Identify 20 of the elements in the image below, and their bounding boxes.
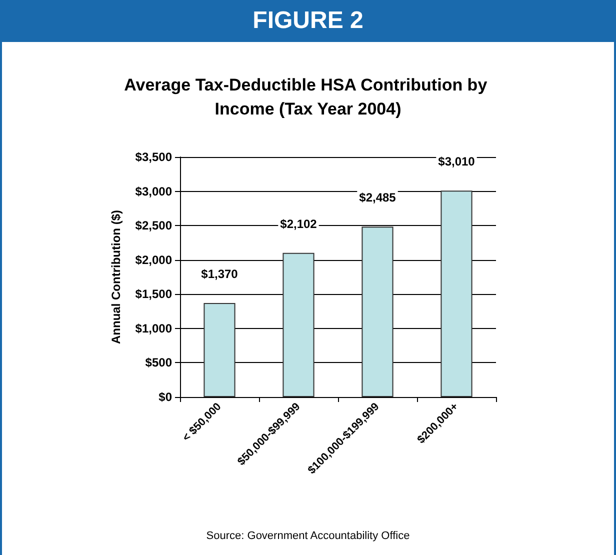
y-tick-label: $2,500 <box>135 218 172 233</box>
bar <box>204 303 236 397</box>
data-label: $3,010 <box>438 154 476 169</box>
y-tick-label: $1,000 <box>135 321 172 336</box>
chart-title: Average Tax-Deductible HSA Contribution by Income (Tax Year 2004) <box>124 76 492 118</box>
bar <box>440 190 472 397</box>
y-tick-label: $2,000 <box>135 252 172 267</box>
y-tick-label: $0 <box>158 390 172 404</box>
y-tick-label: $1,500 <box>135 287 172 302</box>
data-label: $2,485 <box>359 190 396 205</box>
bar <box>282 252 314 397</box>
y-axis-title: Annual Contribution ($) <box>109 210 123 344</box>
y-tick-label: $3,500 <box>135 150 172 164</box>
caption: FIGURE 2 <box>2 0 614 42</box>
source-note: Source: Government Accountability Office <box>205 530 411 542</box>
data-label: $1,370 <box>201 267 238 282</box>
data-label: $2,102 <box>280 216 318 231</box>
y-tick-label: $500 <box>145 356 172 370</box>
y-tick-label: $3,000 <box>135 184 172 198</box>
bar <box>362 226 394 397</box>
